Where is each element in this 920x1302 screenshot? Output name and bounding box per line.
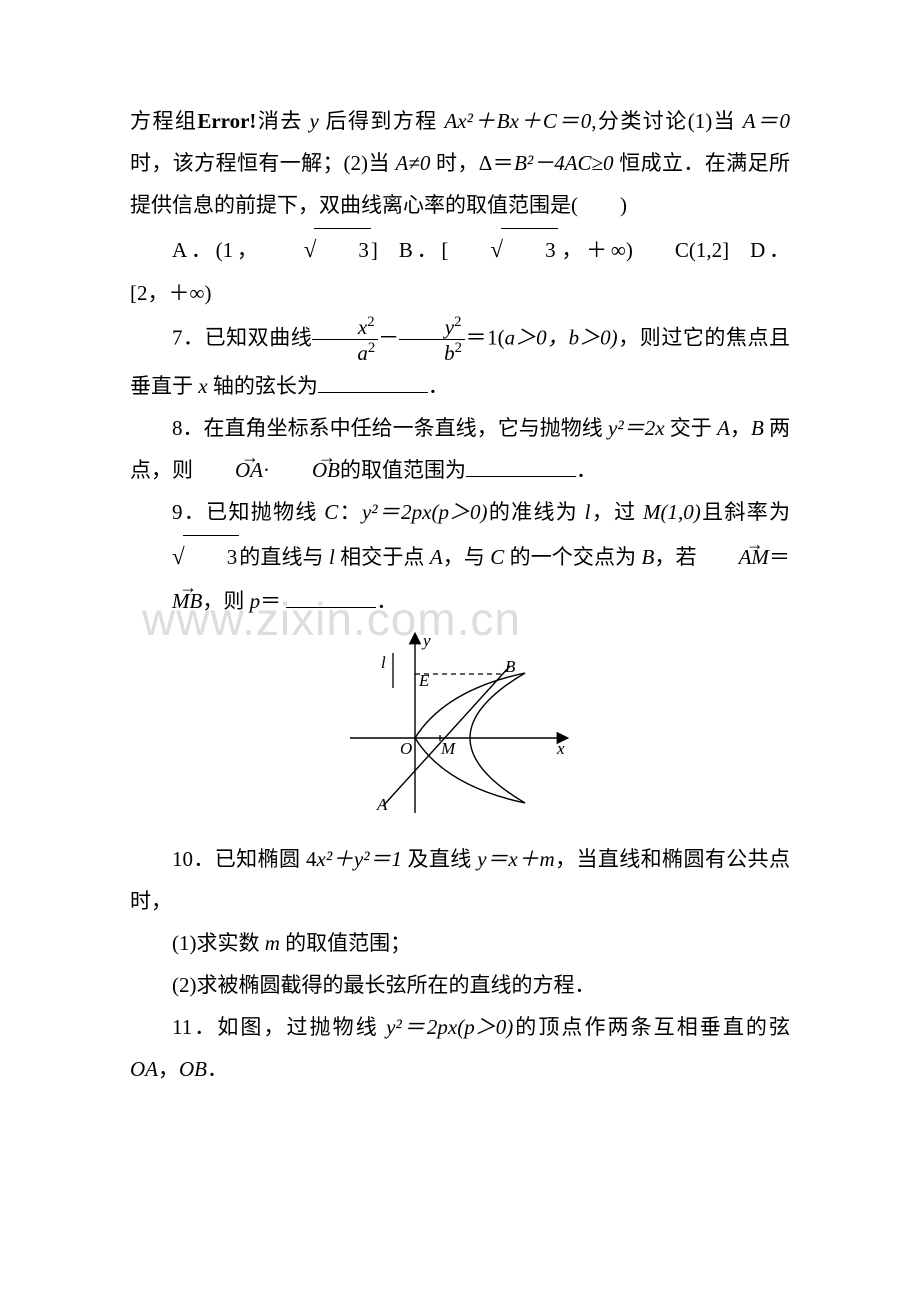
option-b: ] B．[ [371,238,449,262]
equation: B²－4AC≥0 [514,151,613,175]
text: ， [730,416,751,440]
svg-text:A: A [376,795,388,814]
period: ． [576,458,597,482]
cond: a＞0，b＞0) [505,326,618,350]
period: ． [376,589,397,613]
vector-OB: OB [270,449,340,491]
var-C: C [490,545,504,569]
equation: y²＝2px(p＞0) [386,1015,513,1039]
text: 7．已知双曲线 [172,326,312,350]
var-y: y [309,109,318,133]
text: 9．已知抛物线 [172,500,324,524]
svg-text:B: B [505,657,516,676]
var-C: C [324,500,338,524]
text: 的准线为 [488,500,585,524]
fraction-y2b2: y2b2 [399,314,465,365]
text: 交于 [665,416,718,440]
svg-text:O: O [400,739,412,758]
text: 的取值范围； [280,931,411,955]
equation: A≠0 [395,151,430,175]
eq: ＝ [260,589,281,613]
text: 10．已知椭圆 4 [172,847,317,871]
equation: y²＝2x [608,416,664,440]
vector-MB: MB [130,580,202,622]
text: ，过 [591,500,644,524]
minus: － [378,326,399,350]
text: 消去 [256,109,309,133]
eq: ＝1( [465,326,505,350]
error-bold: Error! [197,109,256,133]
options-q6: A．(1，√3] B．[√3，＋∞) C(1,2] D．[2，＋∞) [130,226,790,314]
period: ． [428,374,449,398]
text: 的直线与 [239,545,329,569]
svg-text:x: x [556,739,565,758]
text: 方程组 [130,109,197,133]
point-M: M(1,0) [643,500,701,524]
var-B: B [642,545,655,569]
text: ，若 [654,545,696,569]
vector-OA: OA [193,449,263,491]
question-10: 10．已知椭圆 4x²＋y²＝1 及直线 y＝x＋m，当直线和椭圆有公共点时， [130,838,790,922]
var-OA: OA [130,1057,158,1081]
blank-fill [318,371,428,393]
fraction-x2a2: x2a2 [312,314,378,365]
equation: y²＝2px(p＞0) [362,500,488,524]
blank-fill [466,455,576,477]
text: (2)求被椭圆截得的最长弦所在的直线的方程． [172,973,596,997]
text: 8．在直角坐标系中任给一条直线，它与抛物线 [172,416,608,440]
svg-text:y: y [421,631,431,650]
question-9: 9．已知抛物线 C：y²＝2px(p＞0)的准线为 l，过 M(1,0)且斜率为… [130,491,790,621]
text: 后得到方程 [319,109,445,133]
text: 时，该方程恒有一解；(2)当 [130,151,395,175]
equation: Ax²＋Bx＋C＝0 [444,109,591,133]
question-10-part2: (2)求被椭圆截得的最长弦所在的直线的方程． [130,964,790,1006]
paragraph-q6: 方程组Error!消去 y 后得到方程 Ax²＋Bx＋C＝0,分类讨论(1)当 … [130,100,790,226]
dot: · [263,458,270,482]
figure-q9: y x O M A B E l [130,628,790,832]
var-OB: OB [179,1057,207,1081]
text: ． [207,1057,228,1081]
equation: y＝x＋m [477,847,554,871]
text: 的一个交点为 [504,545,641,569]
question-8: 8．在直角坐标系中任给一条直线，它与抛物线 y²＝2x 交于 A，B 两点，则O… [130,407,790,491]
var-B: B [751,416,764,440]
vector-AM: AM [697,536,769,578]
svg-text:M: M [440,739,456,758]
text: ，与 [443,545,491,569]
text: 轴的弦长为 [208,374,318,398]
text: 的顶点作两条互相垂直的弦 [513,1015,790,1039]
text: 相交于点 [335,545,430,569]
sqrt-3-icon: √3 [448,226,557,272]
var-A: A [717,416,730,440]
eq: ＝ [769,545,790,569]
var-p: p [250,589,261,613]
text: 及直线 [402,847,477,871]
text: 且斜率为 [701,500,790,524]
text: 时，Δ＝ [430,151,514,175]
sqrt-3-icon: √3 [262,226,371,272]
svg-text:l: l [381,653,386,672]
var-m: m [265,931,280,955]
question-10-part1: (1)求实数 m 的取值范围； [130,922,790,964]
question-7: 7．已知双曲线x2a2－y2b2＝1(a＞0，b＞0)，则过它的焦点且垂直于 x… [130,314,790,407]
blank-fill [286,586,376,608]
text: (1)求实数 [172,931,265,955]
svg-text:E: E [418,671,430,690]
text: ， [158,1057,179,1081]
var-A: A [430,545,443,569]
equation: x²＋y²＝1 [317,847,402,871]
diagram-parabola: y x O M A B E l [345,628,575,818]
text: ,分类讨论(1)当 [591,109,743,133]
question-11: 11．如图，过抛物线 y²＝2px(p＞0)的顶点作两条互相垂直的弦 OA，OB… [130,1006,790,1090]
text: ，则 [202,589,249,613]
text: 11．如图，过抛物线 [172,1015,386,1039]
option-a: A．(1， [172,238,262,262]
var-x: x [198,374,207,398]
text: 的取值范围为 [340,458,466,482]
text: ： [338,500,362,524]
equation: A＝0 [743,109,790,133]
